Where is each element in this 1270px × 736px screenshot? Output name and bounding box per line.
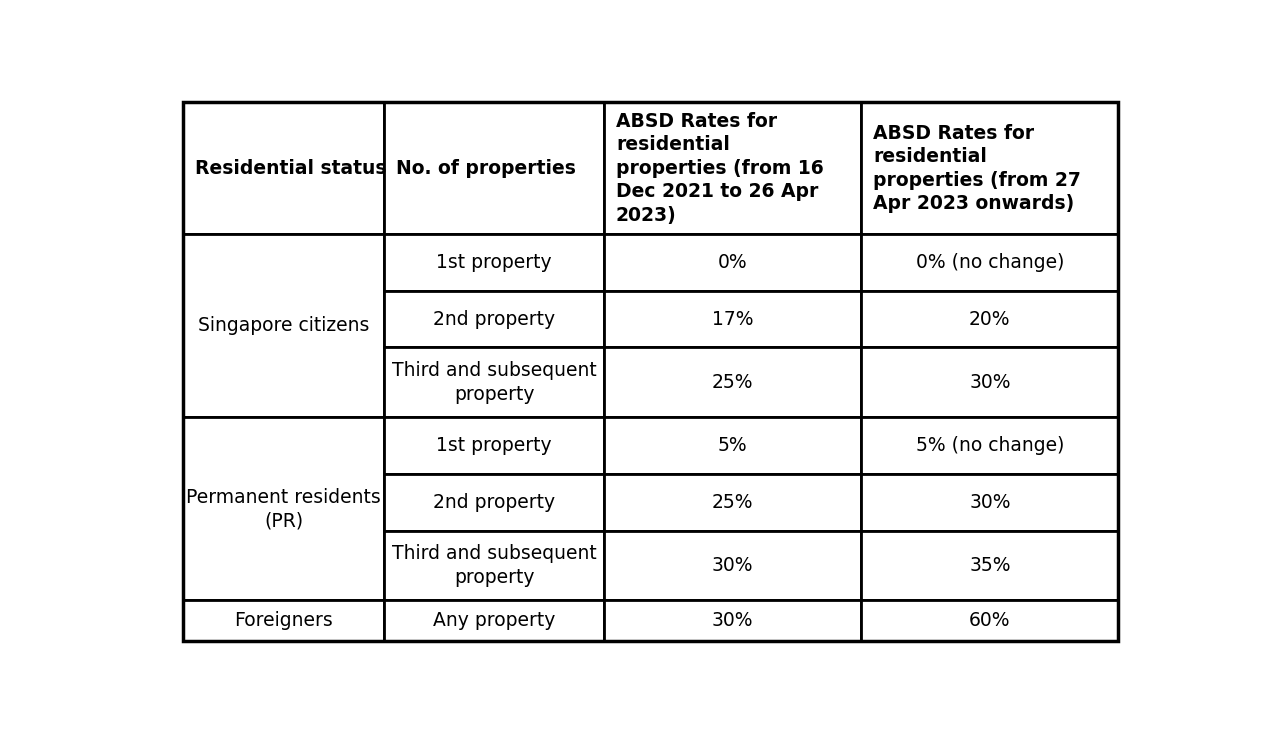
Text: ABSD Rates for
residential
properties (from 27
Apr 2023 onwards): ABSD Rates for residential properties (f…: [872, 124, 1081, 213]
Text: 0% (no change): 0% (no change): [916, 253, 1064, 272]
Text: 1st property: 1st property: [437, 436, 552, 455]
Bar: [605, 347, 861, 417]
Text: Foreigners: Foreigners: [235, 611, 333, 630]
Bar: [861, 417, 1119, 474]
Text: 2nd property: 2nd property: [433, 492, 555, 512]
Text: Third and subsequent
property: Third and subsequent property: [392, 544, 597, 587]
Bar: [861, 291, 1119, 347]
Bar: [861, 601, 1119, 641]
Bar: [861, 531, 1119, 601]
Text: 35%: 35%: [969, 556, 1011, 575]
Text: 30%: 30%: [712, 556, 753, 575]
Bar: [861, 102, 1119, 234]
Text: 30%: 30%: [969, 373, 1011, 392]
Text: 20%: 20%: [969, 310, 1011, 329]
Bar: [605, 417, 861, 474]
Text: 30%: 30%: [969, 492, 1011, 512]
Text: Third and subsequent
property: Third and subsequent property: [392, 361, 597, 404]
Bar: [385, 531, 605, 601]
Bar: [605, 474, 861, 531]
Text: Residential status: Residential status: [196, 159, 386, 178]
Text: Any property: Any property: [433, 611, 555, 630]
Text: ABSD Rates for
residential
properties (from 16
Dec 2021 to 26 Apr
2023): ABSD Rates for residential properties (f…: [616, 112, 824, 225]
Bar: [183, 102, 385, 234]
Bar: [385, 102, 605, 234]
Bar: [605, 234, 861, 291]
Text: No. of properties: No. of properties: [396, 159, 577, 178]
Bar: [385, 601, 605, 641]
Bar: [385, 474, 605, 531]
Bar: [183, 417, 385, 601]
Bar: [385, 417, 605, 474]
Text: 5% (no change): 5% (no change): [916, 436, 1064, 455]
Bar: [385, 234, 605, 291]
Bar: [183, 234, 385, 417]
Text: 5%: 5%: [718, 436, 748, 455]
Text: 17%: 17%: [712, 310, 753, 329]
Bar: [605, 601, 861, 641]
Bar: [605, 102, 861, 234]
Text: Singapore citizens: Singapore citizens: [198, 316, 370, 336]
Text: 60%: 60%: [969, 611, 1011, 630]
Text: 30%: 30%: [712, 611, 753, 630]
Bar: [605, 531, 861, 601]
Text: Permanent residents
(PR): Permanent residents (PR): [187, 488, 381, 530]
Text: 25%: 25%: [712, 373, 753, 392]
Bar: [385, 291, 605, 347]
Bar: [861, 234, 1119, 291]
Bar: [605, 291, 861, 347]
Bar: [183, 601, 385, 641]
Text: 2nd property: 2nd property: [433, 310, 555, 329]
Bar: [861, 474, 1119, 531]
Text: 25%: 25%: [712, 492, 753, 512]
Text: 0%: 0%: [718, 253, 748, 272]
Bar: [861, 347, 1119, 417]
Bar: [385, 347, 605, 417]
Text: 1st property: 1st property: [437, 253, 552, 272]
